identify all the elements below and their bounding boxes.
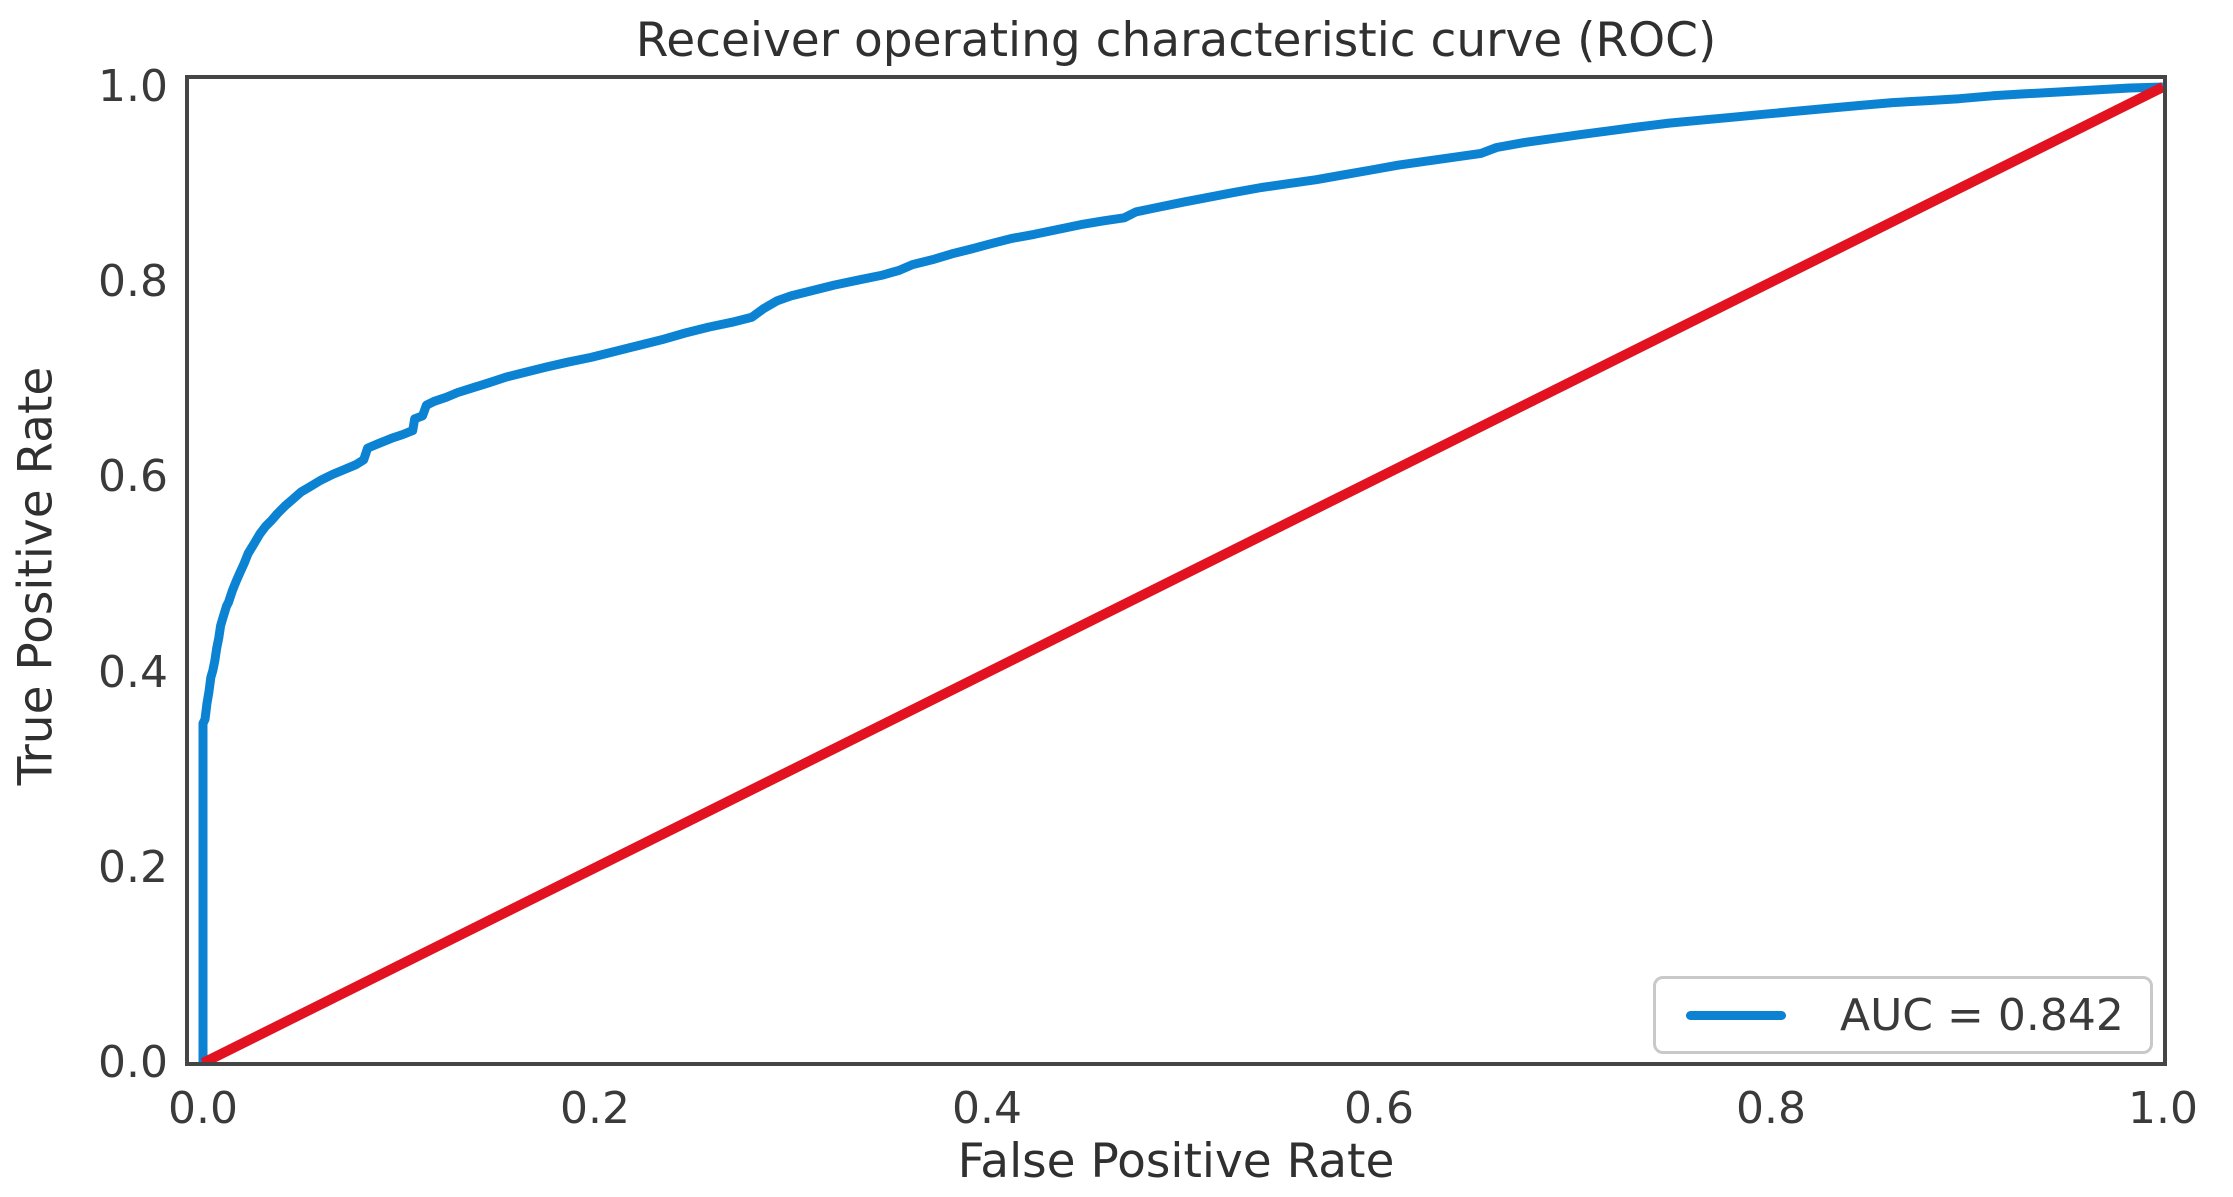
x-tick-label: 0.0	[168, 1083, 238, 1134]
y-tick-label: 0.4	[98, 646, 168, 698]
y-tick-label: 0.2	[98, 841, 168, 893]
x-tick-label: 0.2	[560, 1083, 630, 1134]
y-tick-label: 0.8	[98, 256, 168, 308]
plot-frame	[185, 75, 2167, 1066]
x-tick-label: 0.4	[952, 1083, 1022, 1134]
x-axis-label: False Positive Rate	[957, 1134, 1395, 1189]
x-tick-label: 1.0	[2128, 1083, 2198, 1134]
legend-line-swatch	[1686, 1010, 1786, 1020]
roc-curve	[198, 82, 2164, 1063]
y-tick-label: 0.6	[98, 451, 168, 503]
legend-label: AUC = 0.842	[1840, 989, 2124, 1041]
plot-canvas	[185, 75, 2167, 1066]
y-tick-label: 0.0	[98, 1037, 168, 1088]
chart-title: Receiver operating characteristic curve …	[635, 13, 1717, 68]
x-tick-label: 0.8	[1736, 1083, 1806, 1134]
legend-box: AUC = 0.842	[1653, 976, 2153, 1054]
y-axis-label: True Positive Rate	[8, 366, 64, 786]
y-tick-label: 1.0	[98, 61, 168, 112]
x-tick-label: 0.6	[1344, 1083, 1414, 1134]
chance-diagonal	[200, 82, 2166, 1066]
plot-area	[185, 75, 2167, 1066]
